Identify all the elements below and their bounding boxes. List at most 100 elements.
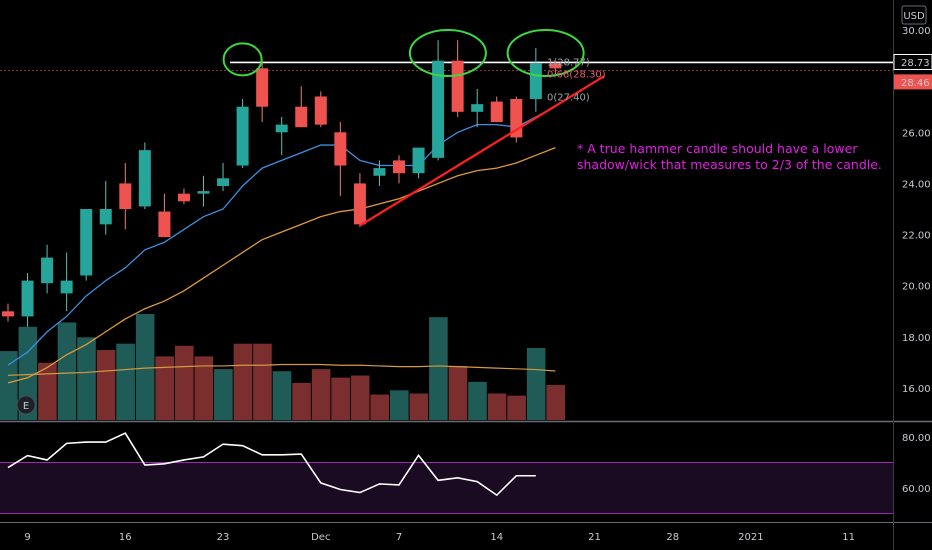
candle-body: [60, 280, 73, 294]
currency-badge: [901, 5, 927, 25]
candle: [412, 147, 425, 179]
candle-body: [451, 60, 464, 112]
candle: [393, 155, 405, 184]
volume-bar: [272, 371, 292, 420]
volume-bar: [546, 385, 565, 420]
price-tick-label: 18.00: [902, 333, 931, 344]
price-tick-label: 24.00: [902, 179, 931, 190]
volume-bar: [38, 362, 57, 420]
price-tick-label: 26.00: [902, 128, 931, 139]
candle-body: [490, 101, 503, 123]
time-tick-label: 9: [24, 532, 30, 543]
volume-bar: [194, 356, 214, 420]
candle: [236, 99, 249, 169]
candle-body: [314, 96, 327, 125]
candle-body: [99, 209, 112, 225]
candle: [158, 193, 171, 238]
price-axis: 30.0028.0026.0024.0022.0020.0018.0016.00…: [893, 5, 932, 395]
price-tick-label: 30.00: [902, 26, 931, 37]
candle: [138, 142, 151, 209]
candle-body: [275, 124, 288, 133]
time-tick-label: 28: [666, 532, 679, 543]
highlight-circle: [506, 29, 585, 78]
candle: [2, 303, 14, 322]
fib-level-label: 0(27.40): [547, 92, 590, 103]
earnings-badge-label: E: [23, 401, 29, 412]
candle-body: [471, 104, 484, 112]
candle-body: [236, 106, 249, 166]
candle: [21, 272, 34, 327]
fib-level-label: 0.66(28.30): [547, 69, 606, 80]
volume-bar: [77, 337, 96, 420]
volume-bar: [311, 369, 331, 420]
candle-body: [217, 178, 230, 186]
annotation-text: * A true hammer candle should have a low…: [577, 141, 858, 156]
resistance-price-tag: [893, 53, 932, 70]
volume-bar: [526, 347, 546, 420]
price-tick-label: 20.00: [902, 282, 931, 293]
highlight-circle: [408, 29, 487, 78]
time-tick-label: 11: [842, 532, 855, 543]
candle: [353, 173, 366, 227]
time-tick-label: 2021: [738, 532, 763, 543]
candle-body: [119, 183, 132, 209]
rsi-tick-label: 60.00: [902, 484, 931, 495]
highlight-circle: [222, 42, 263, 77]
volume-bar: [507, 395, 526, 420]
candle-body: [80, 209, 93, 276]
volume-bar: [155, 356, 174, 420]
candle-body: [353, 183, 366, 225]
candle: [334, 122, 347, 197]
candle-body: [529, 63, 542, 100]
fast-ma-line: [7, 106, 556, 366]
volume-bar: [233, 343, 253, 420]
volume-bar: [116, 343, 135, 420]
price-tick-label: 16.00: [902, 384, 931, 395]
volume-bar: [214, 369, 233, 420]
candle: [432, 40, 445, 161]
candle-body: [549, 63, 562, 69]
rsi-tick-label: 80.00: [902, 433, 931, 444]
volume-ma-line: [7, 363, 556, 376]
candle: [177, 188, 190, 204]
volume-bar: [390, 390, 409, 420]
annotations: 1(28.77)0.66(28.30) 0(27.40) * A true hamm…: [16, 29, 882, 415]
volume-bar: [487, 393, 507, 420]
candle: [256, 60, 269, 123]
volume-bar: [350, 375, 370, 420]
volume-bar: [370, 394, 390, 420]
candle-body: [158, 211, 171, 238]
rsi-line: [7, 432, 536, 497]
candle: [99, 180, 112, 235]
volume-bar: [0, 351, 18, 420]
time-tick-label: Dec: [311, 532, 330, 543]
volume-bar: [409, 393, 429, 420]
candle: [471, 88, 484, 128]
candle: [529, 47, 542, 112]
price-tick-label: 22.00: [902, 231, 931, 242]
candle: [60, 252, 73, 312]
candle: [373, 160, 386, 186]
time-axis: 9 16 23 Dec 7 14 21 28 2021 11: [24, 532, 855, 543]
annotation-text: shadow/wick that measures to 2/3 of the …: [577, 157, 882, 172]
candle: [80, 209, 93, 281]
candle-body: [412, 147, 425, 174]
candle: [510, 96, 523, 143]
current-price-text: 28.46: [901, 78, 930, 89]
candle: [217, 162, 230, 192]
volume-bar: [57, 322, 77, 420]
candle: [275, 116, 288, 156]
trendline: [359, 75, 605, 227]
candle: [295, 86, 308, 128]
candle-body: [295, 106, 308, 128]
earnings-badge: [16, 395, 36, 415]
candle-body: [197, 191, 210, 194]
candle: [451, 40, 464, 117]
volume-bar: [448, 365, 468, 420]
resistance-price-text: 28.73: [901, 58, 930, 69]
fib-level-label: 1(28.77): [547, 57, 590, 68]
candle-body: [2, 311, 14, 317]
candle-body: [177, 193, 190, 202]
